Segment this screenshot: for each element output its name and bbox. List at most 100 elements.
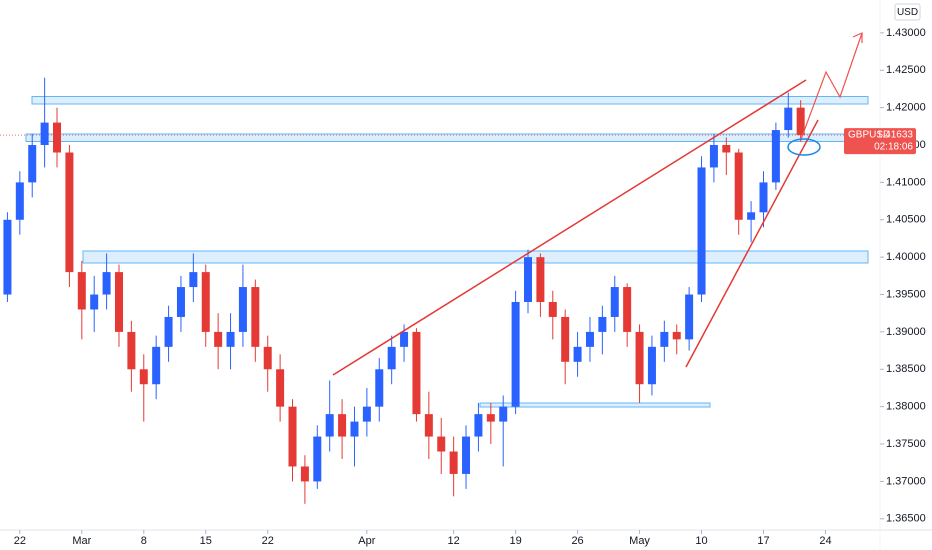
candle-body — [647, 346, 656, 385]
candle-body — [214, 331, 223, 347]
candle-body — [536, 257, 545, 303]
candle-body — [635, 331, 644, 385]
candle-body — [524, 257, 532, 303]
y-tick-label: 1.39500 — [886, 288, 926, 300]
y-tick-label: 1.36500 — [886, 513, 926, 525]
candle-body — [747, 212, 756, 220]
candle-body — [189, 272, 198, 288]
candle-body — [276, 369, 285, 407]
candle-body — [114, 272, 123, 332]
candle-body — [759, 182, 768, 213]
candle-body — [350, 421, 359, 437]
candle-body — [325, 414, 334, 437]
y-tick-label: 1.41000 — [886, 176, 926, 188]
candle-body — [139, 369, 148, 385]
candle-body — [499, 406, 508, 422]
candle-body — [771, 130, 780, 183]
candle-body — [449, 451, 458, 474]
candle-body — [102, 272, 111, 295]
candle-body — [226, 331, 235, 347]
zone — [479, 402, 711, 408]
candle-body — [511, 302, 520, 407]
x-tick-label: 15 — [200, 535, 212, 547]
x-tick-label: Apr — [358, 535, 375, 547]
highlight-ellipse — [787, 138, 821, 156]
candle-body — [40, 122, 49, 146]
zone — [31, 96, 869, 105]
candle-body — [15, 182, 24, 220]
candle-body — [412, 331, 421, 415]
candle-body — [164, 316, 173, 347]
candle-body — [3, 219, 12, 295]
currency: USD — [897, 7, 918, 18]
candle-body — [65, 152, 74, 273]
candle-body — [251, 287, 260, 347]
candle-body — [201, 272, 210, 332]
candle-body — [474, 414, 483, 437]
candle-body — [722, 145, 731, 153]
candle-body — [486, 414, 495, 422]
candle-body — [437, 436, 446, 452]
trend-line — [332, 79, 807, 376]
candle-body — [362, 406, 371, 422]
candle-body — [623, 287, 632, 332]
candle-body — [585, 331, 594, 347]
candle-body — [561, 316, 570, 362]
countdown: 02:18:06 — [874, 142, 913, 153]
candle-body — [28, 145, 37, 183]
labels: USD 1.36500 1.37000 1.37500 1.38000 1.38500 1… — [14, 3, 926, 547]
y-tick-label: 1.40000 — [886, 251, 926, 263]
candle-body — [53, 122, 62, 153]
zone — [82, 250, 869, 264]
candle-body — [176, 287, 185, 317]
candle-body — [660, 331, 669, 347]
y-tick-label: 1.42000 — [886, 102, 926, 114]
y-tick-label: 1.37500 — [886, 438, 926, 450]
candle-body — [387, 346, 396, 370]
candle-body — [263, 346, 272, 370]
y-tick-label: 1.39000 — [886, 326, 926, 338]
y-tick-label: 1.40500 — [886, 214, 926, 226]
x-tick-label: May — [629, 535, 650, 547]
x-tick-label: 8 — [141, 535, 147, 547]
candle-body — [400, 331, 409, 347]
x-tick-label: 26 — [571, 535, 583, 547]
last-price: 1.41633 — [877, 130, 914, 141]
candle-body — [685, 294, 694, 340]
candle-body — [709, 145, 718, 168]
candle-body — [238, 287, 247, 332]
candle-body — [697, 167, 706, 295]
symbol: GBPUSD — [848, 130, 890, 141]
annotations — [332, 32, 863, 376]
candle-body — [313, 436, 322, 482]
trend-line — [685, 119, 819, 368]
candle-body — [288, 406, 297, 467]
candle-body — [672, 331, 681, 340]
candle-body — [127, 331, 136, 370]
candle-body — [424, 414, 433, 437]
projection-arrow — [799, 32, 863, 143]
x-tick-label: 22 — [14, 535, 26, 547]
x-tick-label: 24 — [819, 535, 831, 547]
candle-body — [598, 316, 607, 332]
candle-body — [573, 346, 582, 362]
x-tick-label: 17 — [757, 535, 769, 547]
candle-body — [338, 414, 347, 437]
y-tick-label: 1.43000 — [886, 27, 926, 39]
currency-box — [894, 3, 921, 21]
candle-body — [375, 369, 384, 407]
x-tick-label: 22 — [262, 535, 274, 547]
candle-body — [796, 107, 805, 136]
candle-body — [90, 294, 99, 310]
y-tick-label: 1.37000 — [886, 475, 926, 487]
y-tick-label: 1.42500 — [886, 64, 926, 76]
candle-body — [77, 272, 86, 310]
candle-body — [548, 302, 557, 317]
candle-body — [462, 436, 471, 474]
candles — [3, 77, 805, 504]
x-tick-label: 19 — [509, 535, 521, 547]
x-tick-label: 10 — [695, 535, 707, 547]
